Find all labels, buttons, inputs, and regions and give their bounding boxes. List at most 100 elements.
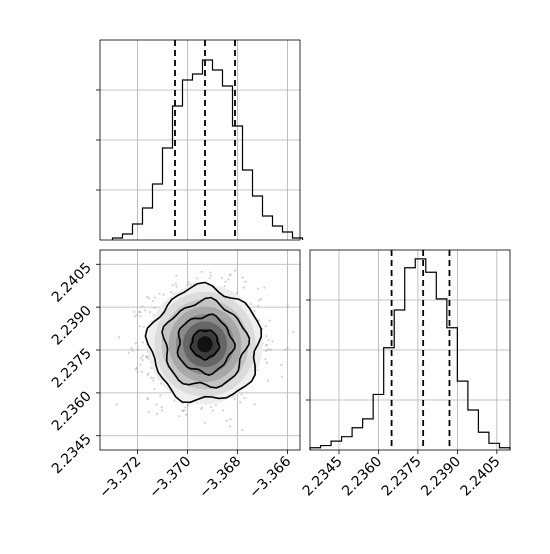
scatter-point — [149, 376, 153, 379]
p1-bin-3 — [342, 437, 353, 450]
scatter-point — [184, 406, 187, 409]
scatter-point — [142, 325, 145, 329]
scatter-point — [152, 379, 155, 382]
p0-bin-3 — [143, 208, 153, 240]
scatter-point — [153, 306, 156, 310]
scatter-point — [222, 409, 225, 412]
joint-ytick-label-3: 2.2390 — [49, 303, 95, 349]
p1-xtick-label-3: 2.2390 — [418, 454, 464, 500]
p1-xtick-label-0: 2.2345 — [300, 454, 346, 500]
scatter-point — [235, 292, 239, 295]
scatter-point — [158, 292, 161, 295]
scatter-point — [265, 361, 268, 364]
scatter-point — [196, 277, 199, 280]
contour-1 — [176, 313, 236, 376]
joint-ytick-label-4: 2.2405 — [49, 260, 95, 306]
scatter-point — [265, 344, 268, 347]
scatter-point — [227, 278, 230, 281]
scatter-point — [280, 375, 283, 378]
scatter-point — [253, 403, 256, 406]
scatter-point — [181, 409, 184, 412]
scatter-point — [146, 354, 149, 358]
scatter-point — [161, 463, 163, 465]
scatter-point — [229, 425, 232, 428]
scatter-point — [139, 310, 142, 314]
scatter-point — [146, 373, 149, 376]
scatter-point — [144, 355, 148, 358]
scatter-point — [233, 269, 236, 272]
scatter-point — [241, 428, 244, 432]
scatter-point — [162, 293, 165, 296]
scatter-point — [137, 310, 141, 314]
scatter-point — [139, 356, 143, 360]
density-level-7 — [197, 336, 213, 353]
scatter-point — [244, 280, 247, 283]
scatter-point — [175, 274, 178, 277]
scatter-point — [134, 368, 137, 371]
scatter-point — [267, 338, 270, 341]
p0-bin-5 — [163, 148, 173, 240]
scatter-point — [280, 364, 283, 367]
scatter-point — [228, 274, 231, 277]
scatter-point — [141, 354, 144, 357]
scatter-point — [136, 314, 139, 317]
scatter-point — [160, 406, 163, 409]
scatter-point — [190, 453, 192, 455]
contour-2 — [161, 296, 251, 389]
scatter-point — [214, 403, 218, 407]
scatter-point — [233, 398, 236, 401]
scatter-point — [240, 393, 243, 396]
p1-bin-2 — [331, 441, 342, 450]
scatter-point — [146, 397, 149, 400]
scatter-point — [144, 309, 147, 312]
p1-xtick-label-1: 2.2360 — [339, 454, 385, 500]
scatter-point — [153, 387, 156, 391]
scatter-point — [133, 310, 136, 313]
scatter-point — [242, 286, 246, 289]
scatter-point — [243, 396, 246, 400]
scatter-point — [181, 409, 184, 412]
scatter-point — [269, 348, 272, 351]
scatter-point — [148, 311, 152, 314]
scatter-point — [291, 330, 295, 334]
scatter-point — [210, 405, 213, 409]
scatter-point — [173, 399, 176, 402]
contour-3 — [144, 281, 263, 404]
scatter-point — [200, 270, 203, 273]
scatter-point — [152, 376, 155, 380]
scatter-point — [220, 276, 223, 279]
p1-bin-1 — [321, 446, 332, 450]
scatter-point — [189, 283, 192, 286]
joint-xtick-label-1: −3.370 — [146, 454, 194, 502]
scatter-point — [266, 379, 270, 382]
scatter-point — [204, 421, 207, 424]
p1-bin-5 — [363, 419, 374, 450]
scatter-point — [134, 342, 137, 345]
scatter-point — [130, 347, 133, 350]
p0-bin-15 — [263, 216, 273, 240]
contour-0 — [189, 329, 221, 361]
joint-xtick-label-3: −3.366 — [246, 453, 294, 501]
p1-bin-12 — [436, 299, 447, 450]
p1-histogram-line — [309, 258, 511, 450]
scatter-point — [253, 309, 256, 312]
scatter-point — [286, 305, 289, 308]
scatter-point — [117, 336, 121, 339]
p0-bin-11 — [223, 86, 233, 240]
scatter-point — [183, 409, 186, 412]
scatter-point — [155, 412, 159, 416]
scatter-point — [229, 418, 232, 421]
scatter-point — [146, 356, 149, 359]
scatter-point — [133, 315, 137, 318]
p0-bin-9 — [203, 60, 213, 240]
scatter-point — [135, 366, 138, 370]
scatter-point — [146, 398, 149, 401]
scatter-point — [136, 370, 139, 374]
scatter-point — [178, 415, 181, 418]
scatter-point — [175, 285, 178, 288]
scatter-point — [93, 330, 95, 332]
joint-xtick-label-0: −3.372 — [96, 454, 144, 502]
p1-xtick-label-4: 2.2405 — [458, 454, 504, 500]
